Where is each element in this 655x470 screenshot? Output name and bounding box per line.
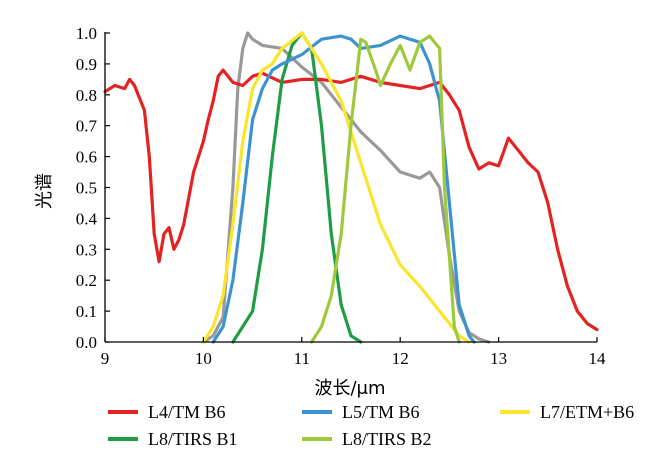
y-tick-label: 0.1 <box>76 302 97 321</box>
y-tick-label: 1.0 <box>76 24 97 43</box>
y-tick-label: 0.3 <box>76 240 97 259</box>
axes: 0.0 0.1 0.2 0.3 0.4 0.5 0.6 0.7 0.8 0.9 1.0 9 10 11 12… <box>76 24 606 368</box>
x-tick-label: 11 <box>294 349 310 368</box>
x-axis-label: 波长/μm <box>314 378 385 399</box>
y-tick-label: 0.5 <box>76 179 97 198</box>
y-tick-label: 0.7 <box>76 117 98 136</box>
series-line-2 <box>201 31 471 344</box>
legend: L4/TM B6 L5/TM B6 L7/ETM+B6 L8/TIRS B1 L8/TI… <box>108 402 634 449</box>
y-tick-label: 0.2 <box>76 271 97 290</box>
y-tick-label: 0.8 <box>76 86 97 105</box>
x-tick-label: 14 <box>589 349 607 368</box>
x-tick-label: 10 <box>195 349 212 368</box>
legend-label: L7/ETM+B6 <box>540 402 634 422</box>
legend-label: L4/TM B6 <box>148 402 226 422</box>
y-tick-label: 0.6 <box>76 148 97 167</box>
x-tick-label: 9 <box>101 349 110 368</box>
legend-label: L5/TM B6 <box>342 402 420 422</box>
y-tick-label: 0.4 <box>76 209 98 228</box>
y-tick-label: 0.9 <box>76 55 97 74</box>
plot-lines <box>103 31 599 344</box>
x-tick-label: 13 <box>490 349 507 368</box>
y-axis-label: 光谱 <box>34 173 55 209</box>
series-line-0 <box>103 68 599 332</box>
legend-label: L8/TIRS B2 <box>342 429 432 449</box>
series-line-4 <box>310 34 461 344</box>
x-tick-label: 12 <box>392 349 409 368</box>
y-tick-label: 0.0 <box>76 333 97 352</box>
legend-label: L8/TIRS B1 <box>148 429 238 449</box>
